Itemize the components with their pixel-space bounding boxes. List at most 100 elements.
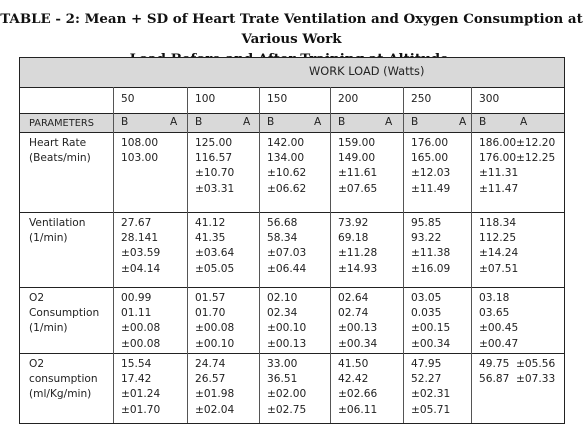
before-value: 41.35 (195, 232, 226, 245)
before-label: B (121, 116, 129, 128)
before-value: ±00.45 (479, 322, 519, 335)
header-band (19, 57, 564, 87)
before-label: B (195, 116, 203, 128)
work-load-100: 100 (195, 93, 216, 105)
before-value: 159.00 (338, 137, 376, 149)
after-label: A (170, 116, 178, 128)
before-value: 24.74 (195, 358, 226, 370)
before-value: 118.34 (479, 217, 517, 229)
after-label: A (243, 116, 251, 128)
parameter-label: (ml/Kg/min) (29, 388, 92, 401)
after-label: A (314, 116, 322, 128)
before-value: 02.10 (267, 292, 298, 304)
before-value: 95.85 (411, 217, 442, 229)
before-value: ±10.62 (267, 167, 307, 180)
before-value: 01.11 (121, 307, 152, 320)
before-value: 15.54 (121, 358, 152, 370)
before-value: ±01.24 (121, 388, 161, 401)
before-value: ±00.15 (411, 322, 451, 335)
before-value: 52.27 (411, 373, 442, 386)
row-rule (19, 423, 565, 424)
before-value: 17.42 (121, 373, 152, 386)
before-value: 03.05 (411, 292, 442, 304)
row-rule (19, 353, 565, 354)
before-value: 134.00 (267, 152, 305, 165)
before-value: 58.34 (267, 232, 298, 245)
after-label: A (459, 116, 467, 128)
table-border-right (564, 57, 565, 424)
work-load-300: 300 (479, 93, 500, 105)
before-value: 142.00 (267, 137, 305, 149)
after-value: ±05.56 (516, 358, 556, 370)
before-value: 03.65 (479, 307, 510, 320)
parameter-label: (1/min) (29, 322, 68, 335)
work-load-150: 150 (267, 93, 288, 105)
before-value: ±00.34 (338, 337, 378, 350)
before-label: B (267, 116, 275, 128)
before-value: ±03.64 (195, 247, 235, 260)
before-value: ±05.05 (195, 262, 235, 275)
before-value: 49.75 (479, 358, 510, 370)
before-value: 01.70 (195, 307, 226, 320)
row-rule (19, 287, 565, 288)
before-label: B (338, 116, 346, 128)
before-value: 56.68 (267, 217, 298, 229)
before-value: ±11.49 (411, 182, 451, 195)
before-value: ±00.10 (267, 322, 307, 335)
work-load-header: WORK LOAD (Watts) (309, 64, 425, 78)
before-value: 69.18 (338, 232, 369, 245)
before-value: ±10.70 (195, 167, 235, 180)
work-load-50: 50 (121, 93, 135, 105)
table-border-left (19, 57, 20, 424)
parameter-label: consumption (29, 373, 98, 386)
before-value: ±00.13 (267, 337, 307, 350)
before-value: ±07.03 (267, 247, 307, 260)
before-value: 02.74 (338, 307, 369, 320)
after-label: A (520, 116, 528, 128)
table-title-line-1: TABLE - 2: Mean + SD of Heart Trate Vent… (0, 11, 583, 47)
column-rule (259, 87, 260, 423)
column-rule (471, 87, 472, 423)
before-value: ±01.70 (121, 403, 161, 416)
before-value: ±11.38 (411, 247, 451, 260)
before-value: 28.141 (121, 232, 159, 245)
before-value: ±00.08 (121, 337, 161, 350)
before-value: ±06.11 (338, 403, 378, 416)
row-rule (19, 132, 565, 133)
before-value: ±04.14 (121, 262, 161, 275)
before-value: 103.00 (121, 152, 159, 165)
before-value: 149.00 (338, 152, 376, 165)
before-value: ±00.13 (338, 322, 378, 335)
before-value: 176.00 (479, 152, 517, 165)
before-value: ±05.71 (411, 403, 451, 416)
before-value: ±16.09 (411, 262, 451, 275)
before-value: 03.18 (479, 292, 510, 304)
work-load-200: 200 (338, 93, 359, 105)
before-value: 125.00 (195, 137, 233, 149)
before-value: 186.00 (479, 137, 517, 149)
before-value: 0.035 (411, 307, 442, 320)
before-label: B (479, 116, 487, 128)
after-value: ±07.33 (516, 373, 556, 386)
before-value: 165.00 (411, 152, 449, 165)
before-value: ±02.04 (195, 403, 235, 416)
before-value: ±00.47 (479, 337, 519, 350)
before-value: ±06.44 (267, 262, 307, 275)
column-rule (330, 87, 331, 423)
column-rule (113, 87, 114, 423)
before-value: ±00.08 (121, 322, 161, 335)
before-value: 73.92 (338, 217, 369, 229)
after-label: A (385, 116, 393, 128)
parameters-header: PARAMETERS (29, 118, 94, 129)
before-value: 93.22 (411, 232, 442, 245)
parameter-label: O2 (29, 358, 45, 370)
before-value: 41.50 (338, 358, 369, 370)
parameter-label: Consumption (29, 307, 100, 320)
parameter-label: O2 (29, 292, 45, 304)
after-value: ±12.25 (516, 152, 556, 165)
before-value: 33.00 (267, 358, 298, 370)
before-value: 56.87 (479, 373, 510, 386)
column-rule (187, 87, 188, 423)
before-value: ±02.75 (267, 403, 307, 416)
row-rule (19, 57, 565, 58)
